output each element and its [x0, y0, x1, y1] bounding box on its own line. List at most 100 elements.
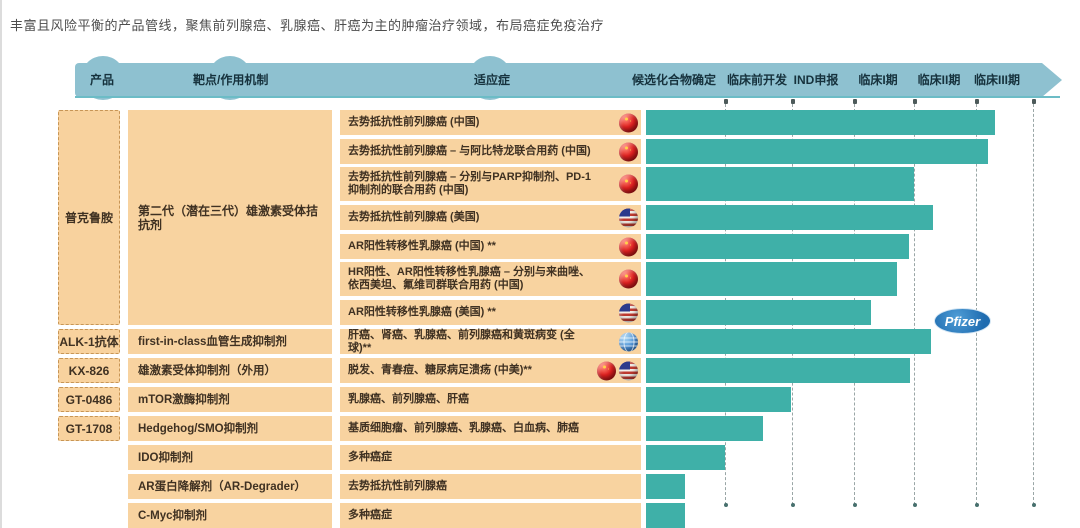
pipeline-row: 乳腺癌、前列腺癌、肝癌	[340, 387, 1080, 412]
col-header-stage-0: 候选化合物确定	[631, 73, 716, 87]
indication-cell: 去势抵抗性前列腺癌	[340, 474, 641, 499]
progress-bar	[646, 416, 763, 441]
col-header-indication: 适应症	[473, 73, 510, 87]
indication-text: 去势抵抗性前列腺癌 – 分别与PARP抑制剂、PD-1抑制剂的联合用药 (中国)	[348, 171, 592, 196]
indication-cell: 多种癌症	[340, 445, 641, 470]
indication-text: AR阳性转移性乳腺癌 (美国) **	[348, 306, 496, 318]
pipeline-row: 脱发、青春痘、糖尿病足溃疡 (中美)**	[340, 358, 1080, 383]
pfizer-logo: Pfizer	[934, 308, 991, 334]
indication-cell: 去势抵抗性前列腺癌 – 与阿比特龙联合用药 (中国)	[340, 139, 641, 164]
pipeline-row: 去势抵抗性前列腺癌 (美国)	[340, 205, 1080, 230]
col-header-product: 产品	[89, 73, 114, 87]
indication-text: 脱发、青春痘、糖尿病足溃疡 (中美)**	[348, 364, 532, 376]
progress-bar	[646, 262, 897, 296]
progress-bar	[646, 358, 910, 383]
progress-bar	[646, 110, 995, 135]
mechanism-cell: C-Myc抑制剂	[128, 503, 332, 528]
stage-boundary-line	[974, 99, 979, 507]
region-flags	[619, 208, 638, 227]
cn-flag-icon	[619, 269, 638, 289]
col-header-stage-1: 临床前开发	[726, 73, 787, 87]
progress-bar	[646, 329, 931, 354]
product-cell: GT-0486	[58, 387, 120, 412]
stage-boundary-line	[912, 99, 917, 507]
indication-cell: 基质细胞瘤、前列腺癌、乳腺癌、白血病、肺癌	[340, 416, 641, 441]
pipeline-row: 去势抵抗性前列腺癌 (中国)	[340, 110, 1080, 135]
indication-text: 多种癌症	[348, 509, 392, 521]
progress-bar	[646, 387, 791, 412]
indication-text: 去势抵抗性前列腺癌 – 与阿比特龙联合用药 (中国)	[348, 145, 591, 157]
region-flags	[619, 303, 638, 322]
indication-cell: 去势抵抗性前列腺癌 (美国)	[340, 205, 641, 230]
cn-flag-icon	[619, 142, 638, 161]
pipeline-row: HR阳性、AR阳性转移性乳腺癌 – 分别与来曲唑、依西美坦、氟维司群联合用药 (…	[340, 262, 1080, 296]
col-header-stage-3: 临床I期	[858, 73, 898, 87]
indication-text: 多种癌症	[348, 451, 392, 463]
cn-flag-icon	[597, 361, 616, 380]
slide-left-border	[0, 0, 2, 528]
cn-flag-icon	[619, 237, 638, 256]
cn-flag-icon	[619, 113, 638, 132]
region-flags	[619, 237, 638, 256]
progress-bar	[646, 205, 933, 230]
mechanism-cell: first-in-class血管生成抑制剂	[128, 329, 332, 354]
pipeline-row: 多种癌症	[340, 503, 1080, 528]
mechanism-cell: AR蛋白降解剂（AR-Degrader）	[128, 474, 332, 499]
indication-text: 肝癌、肾癌、乳腺癌、前列腺癌和黄斑病变 (全球)**	[348, 328, 575, 354]
progress-bar	[646, 300, 871, 325]
indication-text: HR阳性、AR阳性转移性乳腺癌 – 分别与来曲唑、依西美坦、氟维司群联合用药 (…	[348, 266, 591, 291]
region-flags	[619, 174, 638, 194]
indication-cell: 多种癌症	[340, 503, 641, 528]
region-flags	[619, 142, 638, 161]
pipeline-row: AR阳性转移性乳腺癌 (中国) **	[340, 234, 1080, 259]
cn-flag-icon	[619, 174, 638, 194]
progress-bar	[646, 139, 988, 164]
indication-text: AR阳性转移性乳腺癌 (中国) **	[348, 240, 496, 252]
stage-header-bar: 产品 靶点/作用机制 适应症 候选化合物确定 临床前开发 IND申报 临床I期 …	[75, 56, 1062, 100]
indication-cell: 脱发、青春痘、糖尿病足溃疡 (中美)**	[340, 358, 641, 383]
progress-bar	[646, 234, 909, 259]
pipeline-row: AR阳性转移性乳腺癌 (美国) **	[340, 300, 1080, 325]
col-header-mechanism: 靶点/作用机制	[193, 73, 269, 87]
us-flag-icon	[619, 361, 638, 380]
progress-bar	[646, 167, 914, 201]
indication-text: 基质细胞瘤、前列腺癌、乳腺癌、白血病、肺癌	[348, 422, 579, 434]
header-arrow-shape	[75, 63, 1062, 97]
indication-cell: 去势抵抗性前列腺癌 – 分别与PARP抑制剂、PD-1抑制剂的联合用药 (中国)	[340, 167, 641, 201]
indication-text: 乳腺癌、前列腺癌、肝癌	[348, 393, 469, 405]
progress-bar	[646, 474, 685, 499]
mechanism-cell: Hedgehog/SMO抑制剂	[128, 416, 332, 441]
indication-cell: 去势抵抗性前列腺癌 (中国)	[340, 110, 641, 135]
pipeline-row: 去势抵抗性前列腺癌 – 分别与PARP抑制剂、PD-1抑制剂的联合用药 (中国)	[340, 167, 1080, 201]
region-flags	[619, 113, 638, 132]
stage-boundary-line	[1031, 99, 1036, 507]
indication-cell: HR阳性、AR阳性转移性乳腺癌 – 分别与来曲唑、依西美坦、氟维司群联合用药 (…	[340, 262, 641, 296]
indication-cell: 肝癌、肾癌、乳腺癌、前列腺癌和黄斑病变 (全球)**	[340, 329, 641, 354]
pipeline-row: 肝癌、肾癌、乳腺癌、前列腺癌和黄斑病变 (全球)**	[340, 329, 1080, 354]
progress-bar	[646, 445, 725, 470]
product-cell: 普克鲁胺	[58, 110, 120, 325]
col-header-stage-5: 临床III期	[973, 73, 1020, 87]
us-flag-icon	[619, 303, 638, 322]
pipeline-row: 多种癌症	[340, 445, 1080, 470]
col-header-stage-4: 临床II期	[917, 73, 961, 87]
header-underline	[75, 96, 1060, 98]
page-title: 丰富且风险平衡的产品管线，聚焦前列腺癌、乳腺癌、肝癌为主的肿瘤治疗领域，布局癌症…	[10, 18, 605, 33]
mechanism-cell: mTOR激酶抑制剂	[128, 387, 332, 412]
mechanism-cell: IDO抑制剂	[128, 445, 332, 470]
pipeline-row: 去势抵抗性前列腺癌	[340, 474, 1080, 499]
product-cell: KX-826	[58, 358, 120, 383]
pipeline-row: 去势抵抗性前列腺癌 – 与阿比特龙联合用药 (中国)	[340, 139, 1080, 164]
indication-text: 去势抵抗性前列腺癌 (中国)	[348, 116, 480, 128]
globe-icon	[619, 332, 638, 351]
region-flags	[619, 332, 638, 351]
product-cell: ALK-1抗体	[58, 329, 120, 354]
mechanism-cell: 雄激素受体抑制剂（外用）	[128, 358, 332, 383]
region-flags	[619, 269, 638, 289]
us-flag-icon	[619, 208, 638, 227]
indication-cell: 乳腺癌、前列腺癌、肝癌	[340, 387, 641, 412]
product-cell: GT-1708	[58, 416, 120, 441]
region-flags	[597, 361, 638, 380]
pipeline-row: 基质细胞瘤、前列腺癌、乳腺癌、白血病、肺癌	[340, 416, 1080, 441]
